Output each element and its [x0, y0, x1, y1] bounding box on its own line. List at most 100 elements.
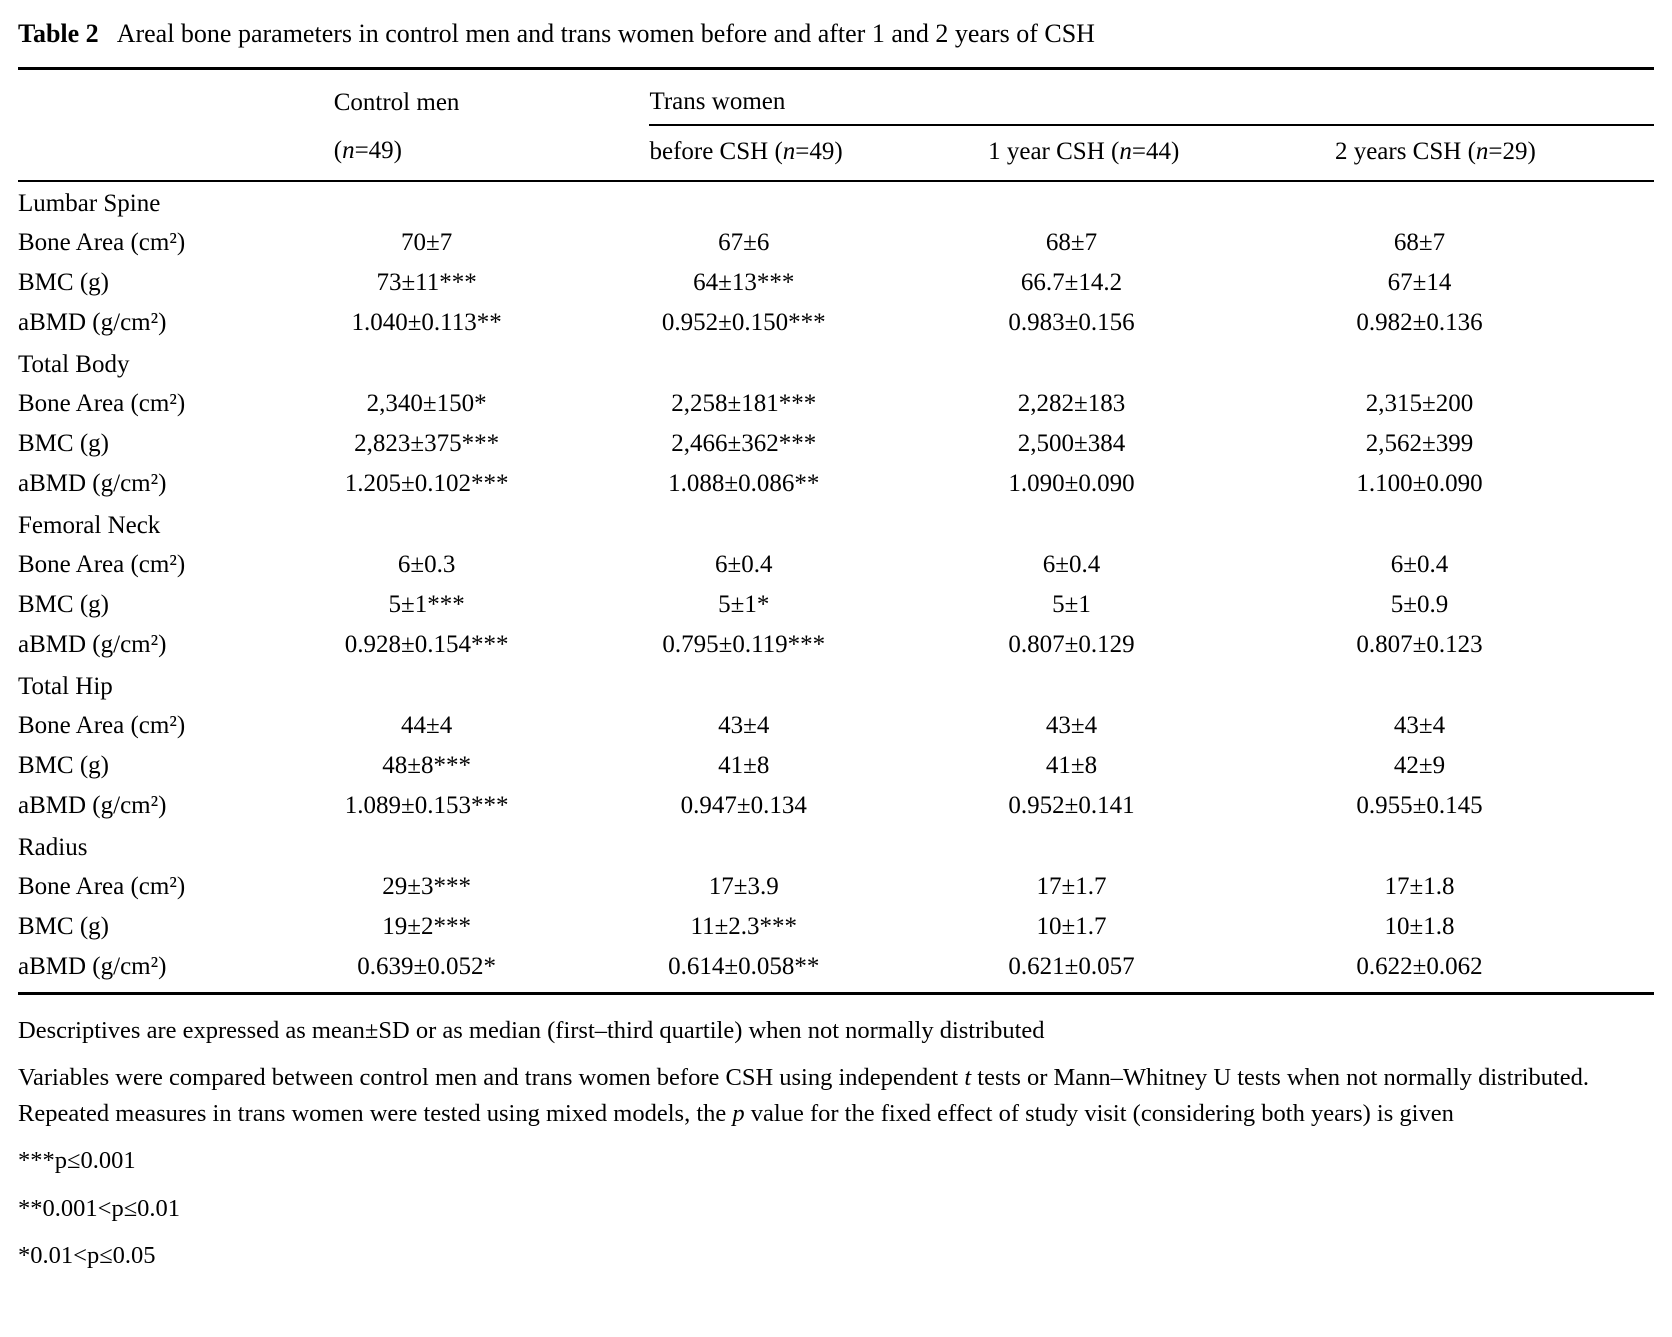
table-cell: 68±7 — [1393, 228, 1446, 256]
table-cell: 6±0.4 — [715, 550, 773, 578]
header-sub-row: (n=49) before CSH (n=49) 1 year CSH (n=4… — [18, 124, 1654, 182]
col-header-1-year-csh: 1 year CSH (n=44) — [988, 124, 1335, 182]
table-cell: 5±1* — [718, 590, 770, 618]
table-cell: 67±14 — [1387, 268, 1452, 296]
footnote-descriptives: Descriptives are expressed as mean±SD or… — [18, 1016, 1045, 1044]
table-cell: 17±1.7 — [1036, 872, 1107, 900]
table-cell: 0.952±0.150*** — [661, 308, 826, 336]
table-cell: 2,258±181*** — [671, 389, 817, 417]
table-cell: 0.639±0.052* — [333, 946, 650, 995]
table-cell: 5±1*** — [388, 590, 465, 618]
table-cell: 0.947±0.134 — [680, 791, 807, 819]
table-cell: 41±8 — [1045, 751, 1098, 779]
table-cell: 0.621±0.057 — [988, 946, 1335, 995]
table-caption: Table 2 Areal bone parameters in control … — [18, 14, 1654, 70]
table-footnotes: Descriptives are expressed as mean±SD or… — [18, 995, 1654, 1300]
table-cell: 64±13*** — [693, 268, 795, 296]
table-cell: 0.955±0.145 — [1356, 791, 1483, 819]
row-label: aBMD (g/cm²) — [18, 469, 167, 497]
footnote-comparison: Variables were compared between control … — [18, 1064, 1590, 1127]
table-cell: 0.982±0.136 — [1356, 308, 1483, 336]
table-cell: 70±7 — [400, 228, 453, 256]
table-row: BMC (g) 48±8*** 41±8 41±8 42±9 — [18, 746, 1654, 786]
col-group-trans-women: Trans women — [649, 69, 1654, 126]
table-cell: 42±9 — [1393, 751, 1446, 779]
table-row: aBMD (g/cm²) 1.040±0.113** 0.952±0.150**… — [18, 303, 1654, 343]
table-row: BMC (g) 73±11*** 64±13*** 66.7±14.2 67±1… — [18, 263, 1654, 303]
row-label: Bone Area (cm²) — [18, 872, 186, 900]
table-cell: 0.928±0.154*** — [344, 630, 509, 658]
table-cell: 1.088±0.086** — [668, 469, 820, 497]
table-cell: 66.7±14.2 — [1020, 268, 1123, 296]
table-row: BMC (g) 2,823±375*** 2,466±362*** 2,500±… — [18, 424, 1654, 464]
col-header-before-csh: before CSH (n=49) — [649, 124, 989, 182]
table-cell: 0.614±0.058** — [649, 946, 989, 995]
table-cell: 6±0.4 — [1042, 550, 1101, 578]
table-cell: 67±6 — [718, 228, 770, 256]
section-title: Lumbar Spine — [18, 189, 161, 217]
table-cell: 43±4 — [1393, 711, 1446, 739]
table-cell: 29±3*** — [382, 872, 471, 900]
table-cell: 0.983±0.156 — [1008, 308, 1135, 336]
table-caption-text: Areal bone parameters in control men and… — [116, 19, 1095, 48]
table-cell: 0.622±0.062 — [1334, 946, 1654, 995]
table-row: aBMD (g/cm²) 0.639±0.052* 0.614±0.058** … — [18, 946, 1654, 995]
header-group-row: Control men Trans women — [18, 69, 1654, 126]
table-row: Bone Area (cm²) 70±7 67±6 68±7 68±7 — [18, 223, 1654, 263]
header-spacer — [18, 70, 334, 125]
section-title: Total Hip — [18, 672, 113, 700]
section-total-hip: Total Hip — [18, 665, 1654, 706]
section-radius: Radius — [18, 826, 1654, 867]
table-cell: 2,315±200 — [1365, 389, 1474, 417]
row-label: aBMD (g/cm²) — [18, 308, 167, 336]
section-total-body: Total Body — [18, 343, 1654, 384]
table-cell: 11±2.3*** — [690, 912, 798, 940]
table-row: BMC (g) 5±1*** 5±1* 5±1 5±0.9 — [18, 585, 1654, 625]
table-row: Bone Area (cm²) 29±3*** 17±3.9 17±1.7 17… — [18, 867, 1654, 907]
table-cell: 2,562±399 — [1365, 429, 1474, 457]
table-cell: 1.090±0.090 — [1008, 469, 1135, 497]
table-cell: 1.040±0.113** — [351, 308, 502, 336]
footnote-sig-001: ***p≤0.001 — [18, 1147, 136, 1175]
col-header-2-years-csh: 2 years CSH (n=29) — [1334, 124, 1654, 182]
bone-parameters-table: Control men Trans women (n=49) before CS… — [18, 69, 1654, 995]
section-title: Femoral Neck — [18, 511, 161, 539]
table-cell: 1.100±0.090 — [1356, 469, 1483, 497]
table-row: Bone Area (cm²) 44±4 43±4 43±4 43±4 — [18, 706, 1654, 746]
table-row: BMC (g) 19±2*** 11±2.3*** 10±1.7 10±1.8 — [18, 907, 1654, 947]
table-row: aBMD (g/cm²) 0.928±0.154*** 0.795±0.119*… — [18, 625, 1654, 665]
section-femoral-neck: Femoral Neck — [18, 504, 1654, 545]
table-row: aBMD (g/cm²) 1.205±0.102*** 1.088±0.086*… — [18, 464, 1654, 504]
row-label: Bone Area (cm²) — [18, 389, 186, 417]
row-label: aBMD (g/cm²) — [18, 630, 167, 658]
table-cell: 2,282±183 — [1017, 389, 1126, 417]
section-title: Total Body — [18, 350, 130, 378]
table-cell: 19±2*** — [382, 912, 471, 940]
table-cell: 48±8*** — [382, 751, 471, 779]
row-label: BMC (g) — [18, 590, 109, 618]
table-cell: 43±4 — [718, 711, 770, 739]
table-caption-label: Table 2 — [18, 19, 99, 48]
row-label: BMC (g) — [18, 268, 109, 296]
row-label: Bone Area (cm²) — [18, 550, 186, 578]
table-cell: 2,466±362*** — [671, 429, 817, 457]
table-row: Bone Area (cm²) 6±0.3 6±0.4 6±0.4 6±0.4 — [18, 545, 1654, 585]
table-cell: 5±1 — [1052, 590, 1091, 618]
table-cell: 10±1.7 — [1036, 912, 1107, 940]
table-cell: 5±0.9 — [1390, 590, 1449, 618]
row-label: Bone Area (cm²) — [18, 711, 186, 739]
row-label: aBMD (g/cm²) — [18, 946, 334, 995]
table-cell: 0.807±0.123 — [1356, 630, 1483, 658]
table-cell: 10±1.8 — [1384, 912, 1455, 940]
section-title: Radius — [18, 833, 88, 861]
header-spacer — [18, 124, 334, 182]
table-cell: 0.795±0.119*** — [662, 630, 826, 658]
table-cell: 2,823±375*** — [354, 429, 500, 457]
table-row: aBMD (g/cm²) 1.089±0.153*** 0.947±0.134 … — [18, 786, 1654, 826]
row-label: aBMD (g/cm²) — [18, 791, 167, 819]
col-group-control-men: Control men — [333, 88, 460, 116]
footnote-sig-05: *0.01<p≤0.05 — [18, 1242, 156, 1270]
table-cell: 68±7 — [1045, 228, 1098, 256]
table-cell: 17±3.9 — [708, 872, 779, 900]
